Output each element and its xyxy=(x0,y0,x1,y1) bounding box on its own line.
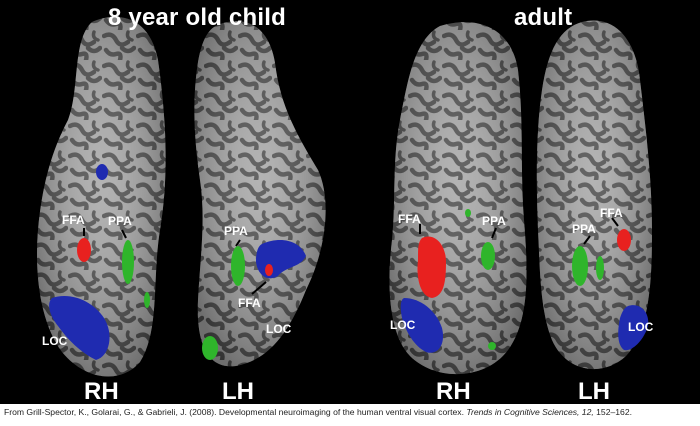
child-lh-ffa-label: FFA xyxy=(238,296,261,310)
caption-pages: 152–162. xyxy=(593,407,632,417)
adult-rh-ffa-label: FFA xyxy=(398,212,421,226)
child-lh-loc-label: LOC xyxy=(266,322,292,336)
adult-rh-ppa-label: PPA xyxy=(482,214,506,228)
adult-rh-hemisphere-label: RH xyxy=(436,378,471,405)
child-rh-ppa-arrow-icon xyxy=(121,229,127,239)
child-lh-ppa-label: PPA xyxy=(224,224,248,238)
child-lh-ppa-region xyxy=(231,246,245,286)
adult-left-hemisphere xyxy=(536,20,652,370)
brain-figure: 8 year old child adult FFA PPA LOC PPA F… xyxy=(0,0,700,405)
adult-rh-loc-region xyxy=(400,298,444,353)
child-rh-loc-region xyxy=(49,296,110,360)
child-left-hemisphere xyxy=(194,21,326,367)
child-lh-ffa-arrow-icon xyxy=(251,281,267,295)
adult-panel-title: adult xyxy=(514,4,573,31)
adult-lh-ppa-label: PPA xyxy=(572,222,596,236)
child-rh-loc-label: LOC xyxy=(42,334,68,348)
child-rh-ppa-small-region xyxy=(144,292,150,308)
adult-lh-ppa-small-region xyxy=(596,256,604,280)
adult-lh-loc-region xyxy=(618,305,649,351)
brain-surface-renderings xyxy=(37,16,652,377)
adult-rh-ppa-lower-region xyxy=(488,342,496,350)
child-lh-ffa-region xyxy=(265,264,273,276)
child-rh-ffa-region xyxy=(77,238,91,262)
child-lh-ppa-lower-region xyxy=(202,336,218,360)
adult-lh-ffa-label: FFA xyxy=(600,206,623,220)
child-lh-hemisphere-label: LH xyxy=(222,378,254,405)
adult-lh-ppa-arrow-icon xyxy=(583,235,591,245)
child-rh-ppa-label: PPA xyxy=(108,214,132,228)
figure-caption: From Grill-Spector, K., Golarai, G., & G… xyxy=(4,407,696,417)
adult-rh-ppa-region xyxy=(481,242,495,270)
child-lh-ppa-arrow-icon xyxy=(235,239,241,247)
child-rh-hemisphere-label: RH xyxy=(84,378,119,405)
child-rh-ffa-label: FFA xyxy=(62,213,85,227)
adult-lh-loc-label: LOC xyxy=(628,320,654,334)
pointer-arrows xyxy=(83,217,619,295)
child-right-hemisphere xyxy=(37,16,166,377)
adult-rh-small-ppa-region xyxy=(465,209,471,217)
adult-rh-ppa-arrow-icon xyxy=(491,227,497,239)
child-rh-ppa-region xyxy=(122,240,134,284)
adult-rh-ffa-region xyxy=(417,236,446,298)
child-panel-title: 8 year old child xyxy=(108,4,286,31)
caption-citation: From Grill-Spector, K., Golarai, G., & G… xyxy=(4,407,467,417)
adult-lh-ffa-arrow-icon xyxy=(611,217,619,227)
child-rh-small-loc-region xyxy=(96,164,108,180)
adult-lh-ffa-region xyxy=(617,229,631,251)
adult-lh-ppa-region xyxy=(572,246,588,286)
adult-rh-loc-label: LOC xyxy=(390,318,416,332)
caption-journal: Trends in Cognitive Sciences, 12, xyxy=(466,407,594,417)
adult-lh-hemisphere-label: LH xyxy=(578,378,610,405)
